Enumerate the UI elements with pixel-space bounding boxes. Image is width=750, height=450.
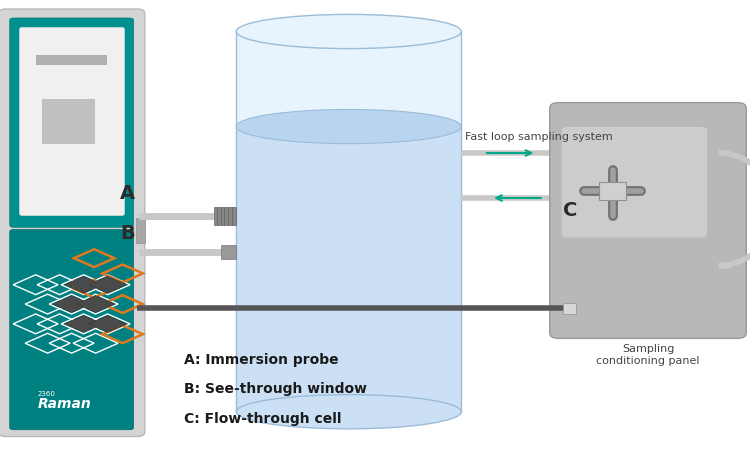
- Polygon shape: [88, 276, 127, 293]
- Text: Fast loop sampling system: Fast loop sampling system: [465, 131, 613, 141]
- Bar: [562, 303, 576, 314]
- Bar: [42, 99, 94, 144]
- Ellipse shape: [236, 14, 461, 49]
- FancyBboxPatch shape: [550, 103, 746, 338]
- Text: B: B: [120, 225, 135, 243]
- Bar: [36, 55, 106, 65]
- Text: B: See-through window: B: See-through window: [184, 382, 367, 396]
- Bar: [236, 32, 461, 126]
- Polygon shape: [88, 315, 127, 332]
- FancyBboxPatch shape: [20, 27, 125, 216]
- Text: A: A: [120, 184, 135, 203]
- Polygon shape: [76, 296, 115, 312]
- Polygon shape: [53, 296, 91, 312]
- Text: A: Immersion probe: A: Immersion probe: [184, 353, 338, 367]
- Text: 2360: 2360: [38, 391, 56, 397]
- Text: C: Flow-through cell: C: Flow-through cell: [184, 411, 341, 426]
- FancyBboxPatch shape: [10, 18, 134, 227]
- Bar: [221, 245, 236, 259]
- Text: C: C: [562, 201, 577, 220]
- Text: Raman: Raman: [38, 397, 92, 411]
- Polygon shape: [64, 276, 103, 293]
- FancyBboxPatch shape: [562, 127, 707, 238]
- Bar: [236, 32, 461, 412]
- Ellipse shape: [236, 395, 461, 429]
- FancyBboxPatch shape: [10, 230, 134, 430]
- Bar: [214, 207, 236, 225]
- Text: Sampling
conditioning panel: Sampling conditioning panel: [596, 344, 700, 366]
- Bar: [136, 218, 145, 243]
- FancyBboxPatch shape: [0, 9, 145, 436]
- Bar: [599, 182, 626, 200]
- Ellipse shape: [236, 109, 461, 144]
- Polygon shape: [64, 315, 103, 332]
